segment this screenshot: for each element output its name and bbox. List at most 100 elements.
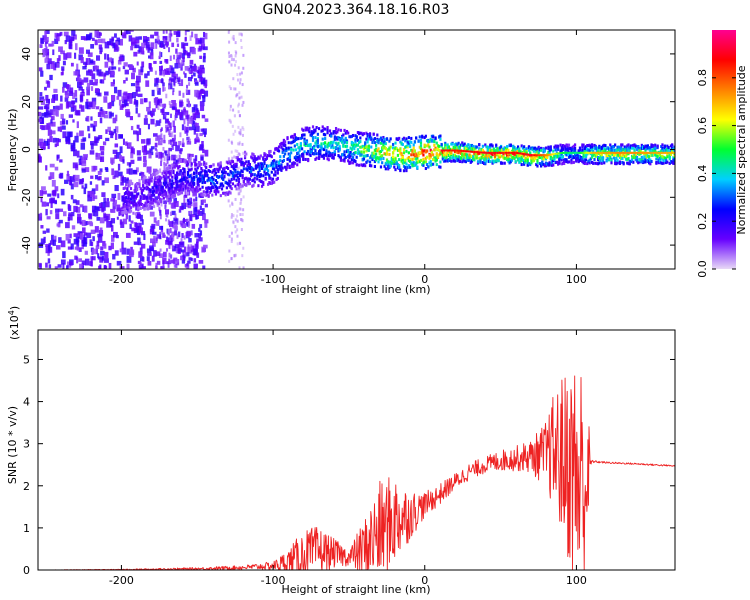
ridge-cell	[291, 140, 294, 144]
noise-cell	[51, 179, 56, 187]
ridge-cell	[156, 203, 159, 207]
ridge-cell	[364, 141, 367, 145]
ridge-cell	[368, 164, 372, 168]
ridge-cell	[149, 204, 152, 208]
noise-cell	[229, 119, 232, 123]
noise-cell	[52, 137, 57, 143]
noise-cell	[198, 233, 202, 239]
ridge-cell	[639, 149, 642, 153]
noise-cell	[139, 172, 142, 176]
y-tick-label: 20	[20, 95, 33, 109]
noise-cell	[195, 214, 198, 220]
noise-cell	[178, 76, 181, 83]
ridge-cell	[560, 152, 563, 156]
ridge-cell	[250, 155, 253, 159]
ridge-cell	[482, 161, 486, 165]
ridge-cell	[304, 128, 307, 132]
noise-cell	[175, 248, 178, 254]
ridge-core	[606, 151, 609, 154]
ridge-cell	[484, 153, 487, 157]
noise-cell	[164, 68, 167, 75]
ridge-cell	[607, 158, 611, 162]
noise-cell	[241, 83, 244, 87]
noise-cell	[118, 67, 121, 72]
noise-cell	[159, 168, 162, 174]
noise-cell	[150, 146, 155, 150]
ridge-cell	[634, 144, 637, 148]
ridge-cell	[184, 178, 187, 182]
noise-cell	[55, 105, 60, 111]
ridge-cell	[393, 148, 396, 152]
noise-cell	[169, 221, 174, 227]
ridge-cell	[247, 177, 250, 181]
ridge-cell	[442, 158, 446, 162]
ridge-cell	[151, 191, 154, 195]
ridge-cell	[661, 161, 664, 165]
noise-cell	[230, 237, 233, 241]
ridge-core	[593, 151, 596, 154]
noise-cell	[71, 211, 75, 217]
noise-cell	[169, 67, 175, 74]
ridge-cell	[125, 191, 128, 195]
ridge-cell	[536, 147, 539, 151]
ridge-cell	[304, 126, 307, 130]
noise-cell	[194, 206, 198, 212]
noise-cell	[65, 222, 70, 229]
ridge-cell	[246, 178, 249, 182]
noise-cell	[186, 184, 190, 190]
ridge-cell	[521, 154, 525, 158]
ridge-cell	[155, 199, 158, 203]
noise-cell	[229, 87, 232, 91]
noise-cell	[89, 79, 94, 86]
noise-cell	[191, 47, 196, 55]
ridge-cell	[337, 147, 340, 151]
noise-cell	[52, 49, 55, 56]
ridge-core	[472, 150, 475, 153]
ridge-cell	[464, 146, 467, 150]
noise-cell	[186, 121, 189, 127]
ridge-cell	[243, 161, 247, 165]
ridge-cell	[152, 198, 156, 202]
ridge-core	[498, 151, 501, 154]
noise-cell	[242, 127, 245, 131]
ridge-cell	[330, 140, 333, 144]
ridge-cell	[358, 131, 361, 135]
ridge-cell	[582, 159, 585, 163]
ridge-cell	[586, 162, 589, 166]
noise-cell	[38, 118, 42, 123]
noise-cell	[39, 263, 42, 269]
ridge-cell	[501, 154, 504, 158]
noise-cell	[63, 53, 68, 60]
noise-cell	[162, 82, 165, 87]
ridge-cell	[226, 161, 230, 165]
noise-cell	[60, 188, 65, 196]
ridge-cell	[298, 148, 301, 152]
ridge-cell	[156, 201, 159, 205]
noise-cell	[168, 132, 172, 138]
ridge-cell	[628, 149, 631, 153]
noise-cell	[198, 68, 203, 76]
noise-cell	[185, 231, 188, 236]
noise-cell	[177, 167, 180, 173]
ridge-cell	[217, 170, 220, 174]
noise-cell	[54, 266, 58, 269]
ridge-cell	[251, 179, 254, 183]
ridge-cell	[332, 131, 335, 135]
ridge-cell	[422, 149, 425, 153]
ridge-cell	[614, 148, 617, 152]
noise-cell	[184, 30, 187, 36]
noise-cell	[59, 126, 63, 133]
noise-cell	[183, 50, 188, 56]
ridge-cell	[455, 142, 458, 146]
ridge-cell	[203, 174, 207, 178]
noise-cell	[56, 33, 62, 37]
ridge-core	[627, 151, 630, 154]
ridge-cell	[509, 144, 512, 148]
ridge-cell	[389, 160, 392, 164]
noise-cell	[90, 123, 94, 128]
ridge-core	[654, 151, 657, 154]
noise-cell	[73, 149, 77, 157]
ridge-cell	[537, 152, 540, 156]
noise-cell	[99, 168, 103, 173]
noise-cell	[52, 189, 57, 197]
